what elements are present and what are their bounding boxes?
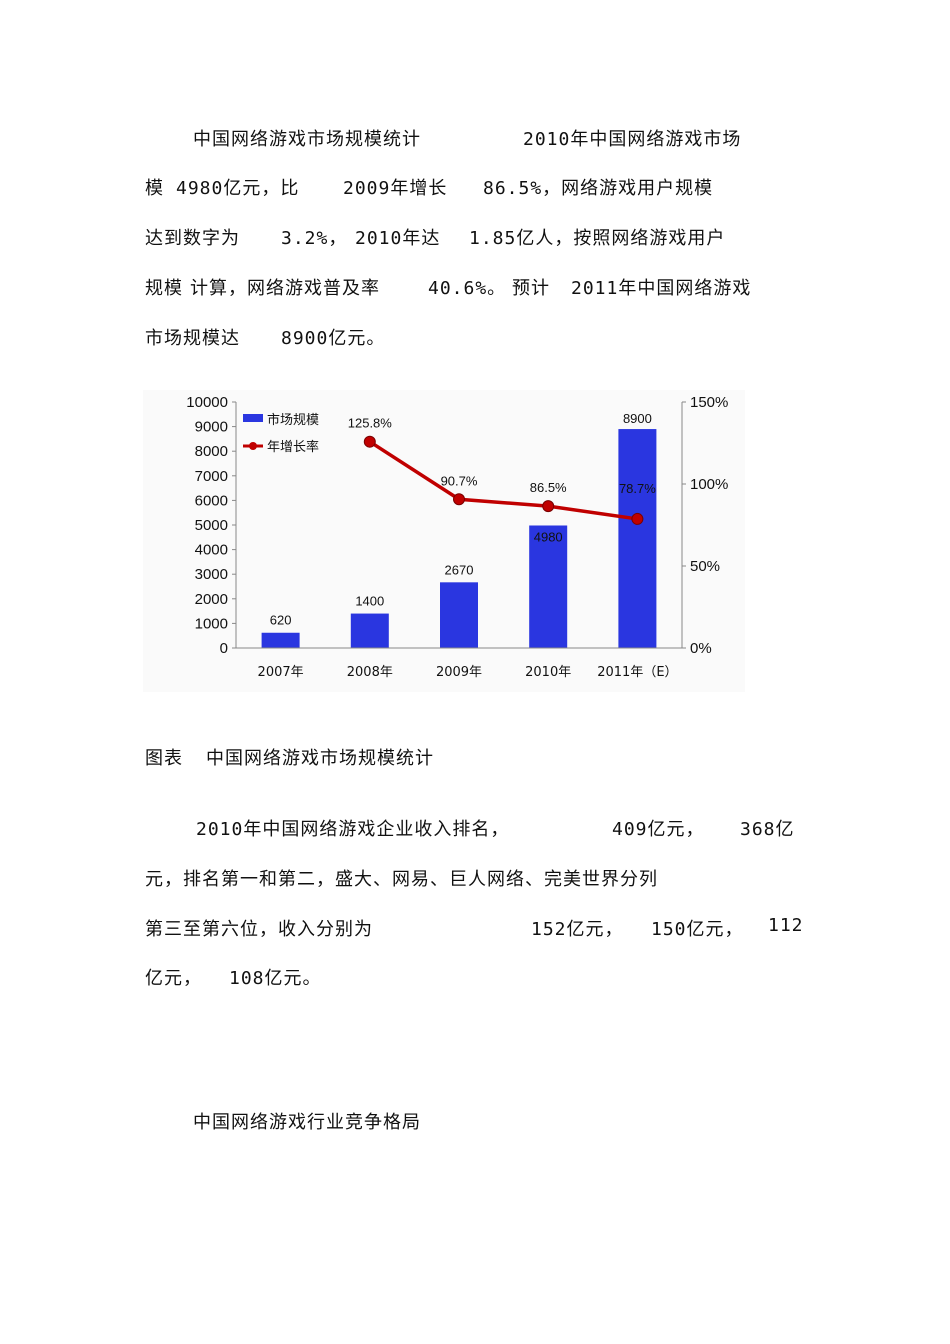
- text-line: 150亿元，: [651, 919, 744, 940]
- x-tick-label: 2011年（E）: [597, 665, 677, 680]
- growth-rate-point: [542, 500, 555, 513]
- text-line: 152亿元，: [531, 919, 624, 940]
- y-tick-label: 8000: [195, 443, 228, 460]
- chart-svg: 0 1000 2000 3000 4000 5000 6000 7000 8000 9000 100…: [186, 394, 728, 680]
- bar-data-label: 2670: [445, 562, 474, 577]
- text-line: 模: [145, 178, 164, 199]
- text-line: 368亿: [740, 819, 795, 840]
- text-line: 86.5%，网络游戏用户规模: [483, 178, 714, 199]
- y-tick-label: 6000: [195, 492, 228, 509]
- bar: [440, 582, 478, 648]
- bar: [529, 525, 568, 648]
- x-tick-label: 2010年: [525, 665, 571, 680]
- legend-label-line: 年增长率: [267, 439, 319, 455]
- market-size-chart: 0 1000 2000 3000 4000 5000 6000 7000 8000 9000 100…: [143, 390, 745, 692]
- text-line: 中国网络游戏市场规模统计: [193, 129, 421, 150]
- growth-rate-point: [631, 512, 644, 525]
- growth-rate-point: [363, 435, 376, 448]
- text-line: 108亿元。: [229, 968, 322, 989]
- text-line: 元，排名第一和第二，盛大、网易、巨人网络、完美世界分列: [145, 869, 658, 890]
- y2-tick-label: 150%: [690, 394, 728, 411]
- legend-label-bar: 市场规模: [267, 412, 319, 428]
- text-line: 2011年中国网络游戏: [571, 278, 752, 299]
- line-data-label: 125.8%: [348, 416, 393, 431]
- text-line: 第三至第六位，收入分别为: [145, 919, 373, 940]
- y2-tick-label: 50%: [690, 558, 720, 575]
- y-tick-label: 3000: [195, 566, 228, 583]
- y-tick-label: 9000: [195, 419, 228, 436]
- text-line: 4980亿元，比: [176, 178, 300, 199]
- text-line: 计算，网络游戏普及率: [190, 278, 380, 299]
- line-data-label: 86.5%: [530, 480, 567, 495]
- text-line: 市场规模达: [145, 328, 240, 349]
- growth-rate-point: [453, 493, 465, 506]
- y2-tick-label: 0%: [690, 640, 712, 657]
- growth-rate-line: [368, 440, 638, 521]
- text-line: 1.85亿人，按照网络游戏用户: [469, 228, 726, 249]
- text-line: 亿元，: [145, 968, 202, 989]
- text-line: 2010年达: [355, 228, 441, 249]
- bar: [618, 429, 657, 648]
- y-tick-label: 7000: [195, 468, 228, 485]
- y-tick-label: 0: [220, 640, 228, 657]
- x-tick-label: 2007年: [258, 665, 304, 680]
- line-data-label: 90.7%: [441, 473, 478, 488]
- legend-swatch-bar: [243, 414, 263, 422]
- text-line: 40.6%。: [428, 278, 507, 299]
- section-heading: 中国网络游戏行业竞争格局: [193, 1112, 421, 1133]
- text-line: 409亿元，: [612, 819, 705, 840]
- y-tick-label: 2000: [195, 591, 228, 608]
- y-tick-label: 1000: [195, 615, 228, 632]
- bar-data-label: 8900: [623, 411, 652, 426]
- y-tick-label: 4000: [195, 542, 228, 559]
- x-tick-label: 2009年: [436, 665, 482, 680]
- bar-data-label: 1400: [355, 594, 384, 609]
- bar: [261, 632, 300, 648]
- legend-swatch-marker: [249, 442, 257, 450]
- text-line: 预计: [512, 278, 550, 299]
- text-line: 规模: [145, 278, 183, 299]
- bar-data-label: 4980: [534, 529, 563, 544]
- x-tick-label: 2008年: [347, 665, 393, 680]
- bar-data-label: 620: [270, 613, 292, 628]
- y2-tick-label: 100%: [690, 476, 728, 493]
- text-line: 3.2%，: [281, 228, 348, 249]
- text-line: 2010年中国网络游戏市场: [523, 129, 742, 150]
- figure-caption-label: 图表: [145, 748, 183, 769]
- text-line: 2010年中国网络游戏企业收入排名，: [196, 819, 510, 840]
- y-tick-label: 5000: [195, 517, 228, 534]
- text-line: 达到数字为: [145, 228, 240, 249]
- bar: [350, 613, 389, 648]
- text-line: 112: [768, 915, 804, 936]
- line-data-label: 78.7%: [619, 481, 656, 496]
- y-tick-label: 10000: [186, 394, 228, 411]
- figure-caption-title: 中国网络游戏市场规模统计: [206, 748, 434, 769]
- text-line: 2009年增长: [343, 178, 448, 199]
- text-line: 8900亿元。: [281, 328, 386, 349]
